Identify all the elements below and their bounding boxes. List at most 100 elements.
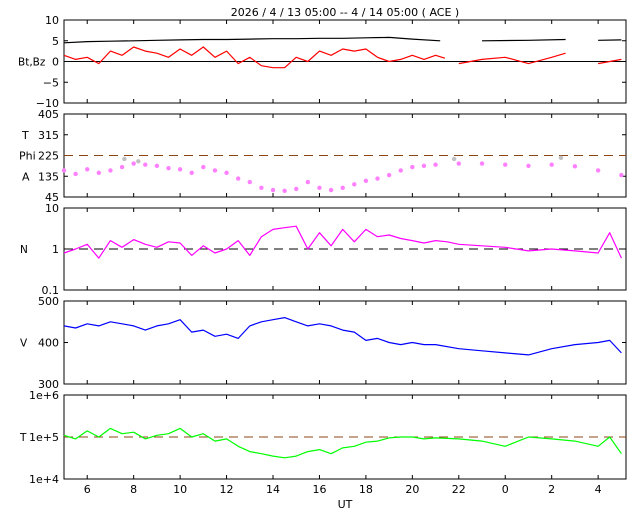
data-point [270,187,276,193]
data-point [410,164,415,170]
data-point [433,162,438,167]
y-tick-label: 400 [38,337,59,350]
data-point [386,172,392,178]
data-point [558,155,564,161]
data-point [131,161,136,166]
data-point [572,164,578,169]
data-point [619,172,624,178]
panel-temperature: 1e+6 1e+5 1e+4 T [19,389,627,486]
data-point [122,156,127,162]
y-tick-label: 5 [52,35,59,48]
y-tick-label: 10 [45,14,59,27]
y-axis-label: N [20,244,28,256]
x-tick-label: 6 [84,483,91,496]
data-point [451,156,457,162]
y-tick-label: −5 [43,76,59,89]
x-tick-label: 4 [595,483,602,496]
y-tick-label: −10 [36,97,59,110]
data-point [85,167,90,172]
data-point [479,161,485,166]
data-point [166,165,171,171]
data-point [375,176,380,181]
x-tick-label: 12 [220,483,234,496]
y-tick-label: 45 [45,191,59,204]
figure-title: 2026 / 4 / 13 05:00 -- 4 / 14 05:00 ( AC… [231,6,459,19]
data-point [328,187,334,193]
data-point [247,179,252,185]
data-point [398,168,403,173]
data-point [119,164,125,170]
data-point [201,164,206,170]
y-axis-label: A [22,170,30,183]
panel-speed: 500 400 300 V [20,295,627,391]
data-point [235,176,241,181]
y-tick-label: 405 [38,108,59,121]
y-tick-label: 10 [45,202,59,215]
data-point [96,170,102,175]
data-point [136,159,141,164]
data-point [212,168,218,173]
y-tick-label: 0.1 [42,284,60,297]
series-line [63,427,622,459]
x-tick-label: 10 [173,483,187,496]
data-point [282,188,287,193]
data-point [526,163,531,169]
series-line [63,225,622,259]
data-point [456,161,461,166]
y-tick-label: 135 [38,170,59,183]
data-point [363,178,369,184]
y-tick-label: 1e+5 [29,431,59,444]
panel-frame [63,113,627,198]
y-axis-label: Bt,Bz [18,57,46,69]
data-point [73,171,78,177]
data-point [317,185,322,190]
y-tick-label: 1e+4 [29,473,59,486]
x-tick-label: 2 [548,483,555,496]
data-point [421,163,427,169]
series-line [63,46,622,69]
y-axis-label: Phi [19,150,36,163]
y-axis-label: T [21,129,29,142]
data-point [61,168,67,173]
panel-frame [63,207,627,291]
panel-mag: 10 5 0 −5 −10 Bt,Bz [18,14,627,110]
x-tick-label: 8 [130,483,137,496]
panel-density: 10 1 0.1 N [20,202,627,297]
data-point [294,186,299,192]
x-tick-label: 16 [312,483,326,496]
x-tick-label: 22 [452,483,466,496]
x-tick-label: 20 [405,483,419,496]
series-line [63,317,622,356]
x-tick-label: 0 [502,483,509,496]
series-line [63,36,622,44]
data-point [108,168,113,173]
data-point [549,162,554,167]
x-axis-label: UT [338,498,353,511]
y-tick-label: 225 [38,150,59,163]
data-point [259,185,264,190]
y-axis-label: T [19,432,27,444]
y-tick-label: 1 [52,243,59,256]
y-axis-label: V [20,338,28,350]
x-axis: 6 8 10 12 14 16 18 20 22 0 2 4 [84,483,602,496]
data-point [595,168,601,173]
x-tick-label: 18 [359,483,373,496]
panel-frame [63,394,627,480]
data-point [224,170,229,175]
y-tick-label: 300 [38,378,59,391]
data-point [143,162,148,167]
x-tick-label: 14 [266,483,280,496]
y-tick-label: 500 [38,295,59,308]
data-point [340,185,345,190]
data-point [177,167,183,172]
y-tick-label: 0 [52,56,59,69]
panel-angle: 405 315 225 135 45 T Phi A [19,108,627,204]
data-point [503,162,508,167]
y-tick-label: 315 [38,129,59,142]
y-tick-label: 1e+6 [29,389,59,402]
data-point [352,182,357,187]
data-point [154,163,160,169]
data-point [189,170,194,175]
panel-frame [63,300,627,385]
